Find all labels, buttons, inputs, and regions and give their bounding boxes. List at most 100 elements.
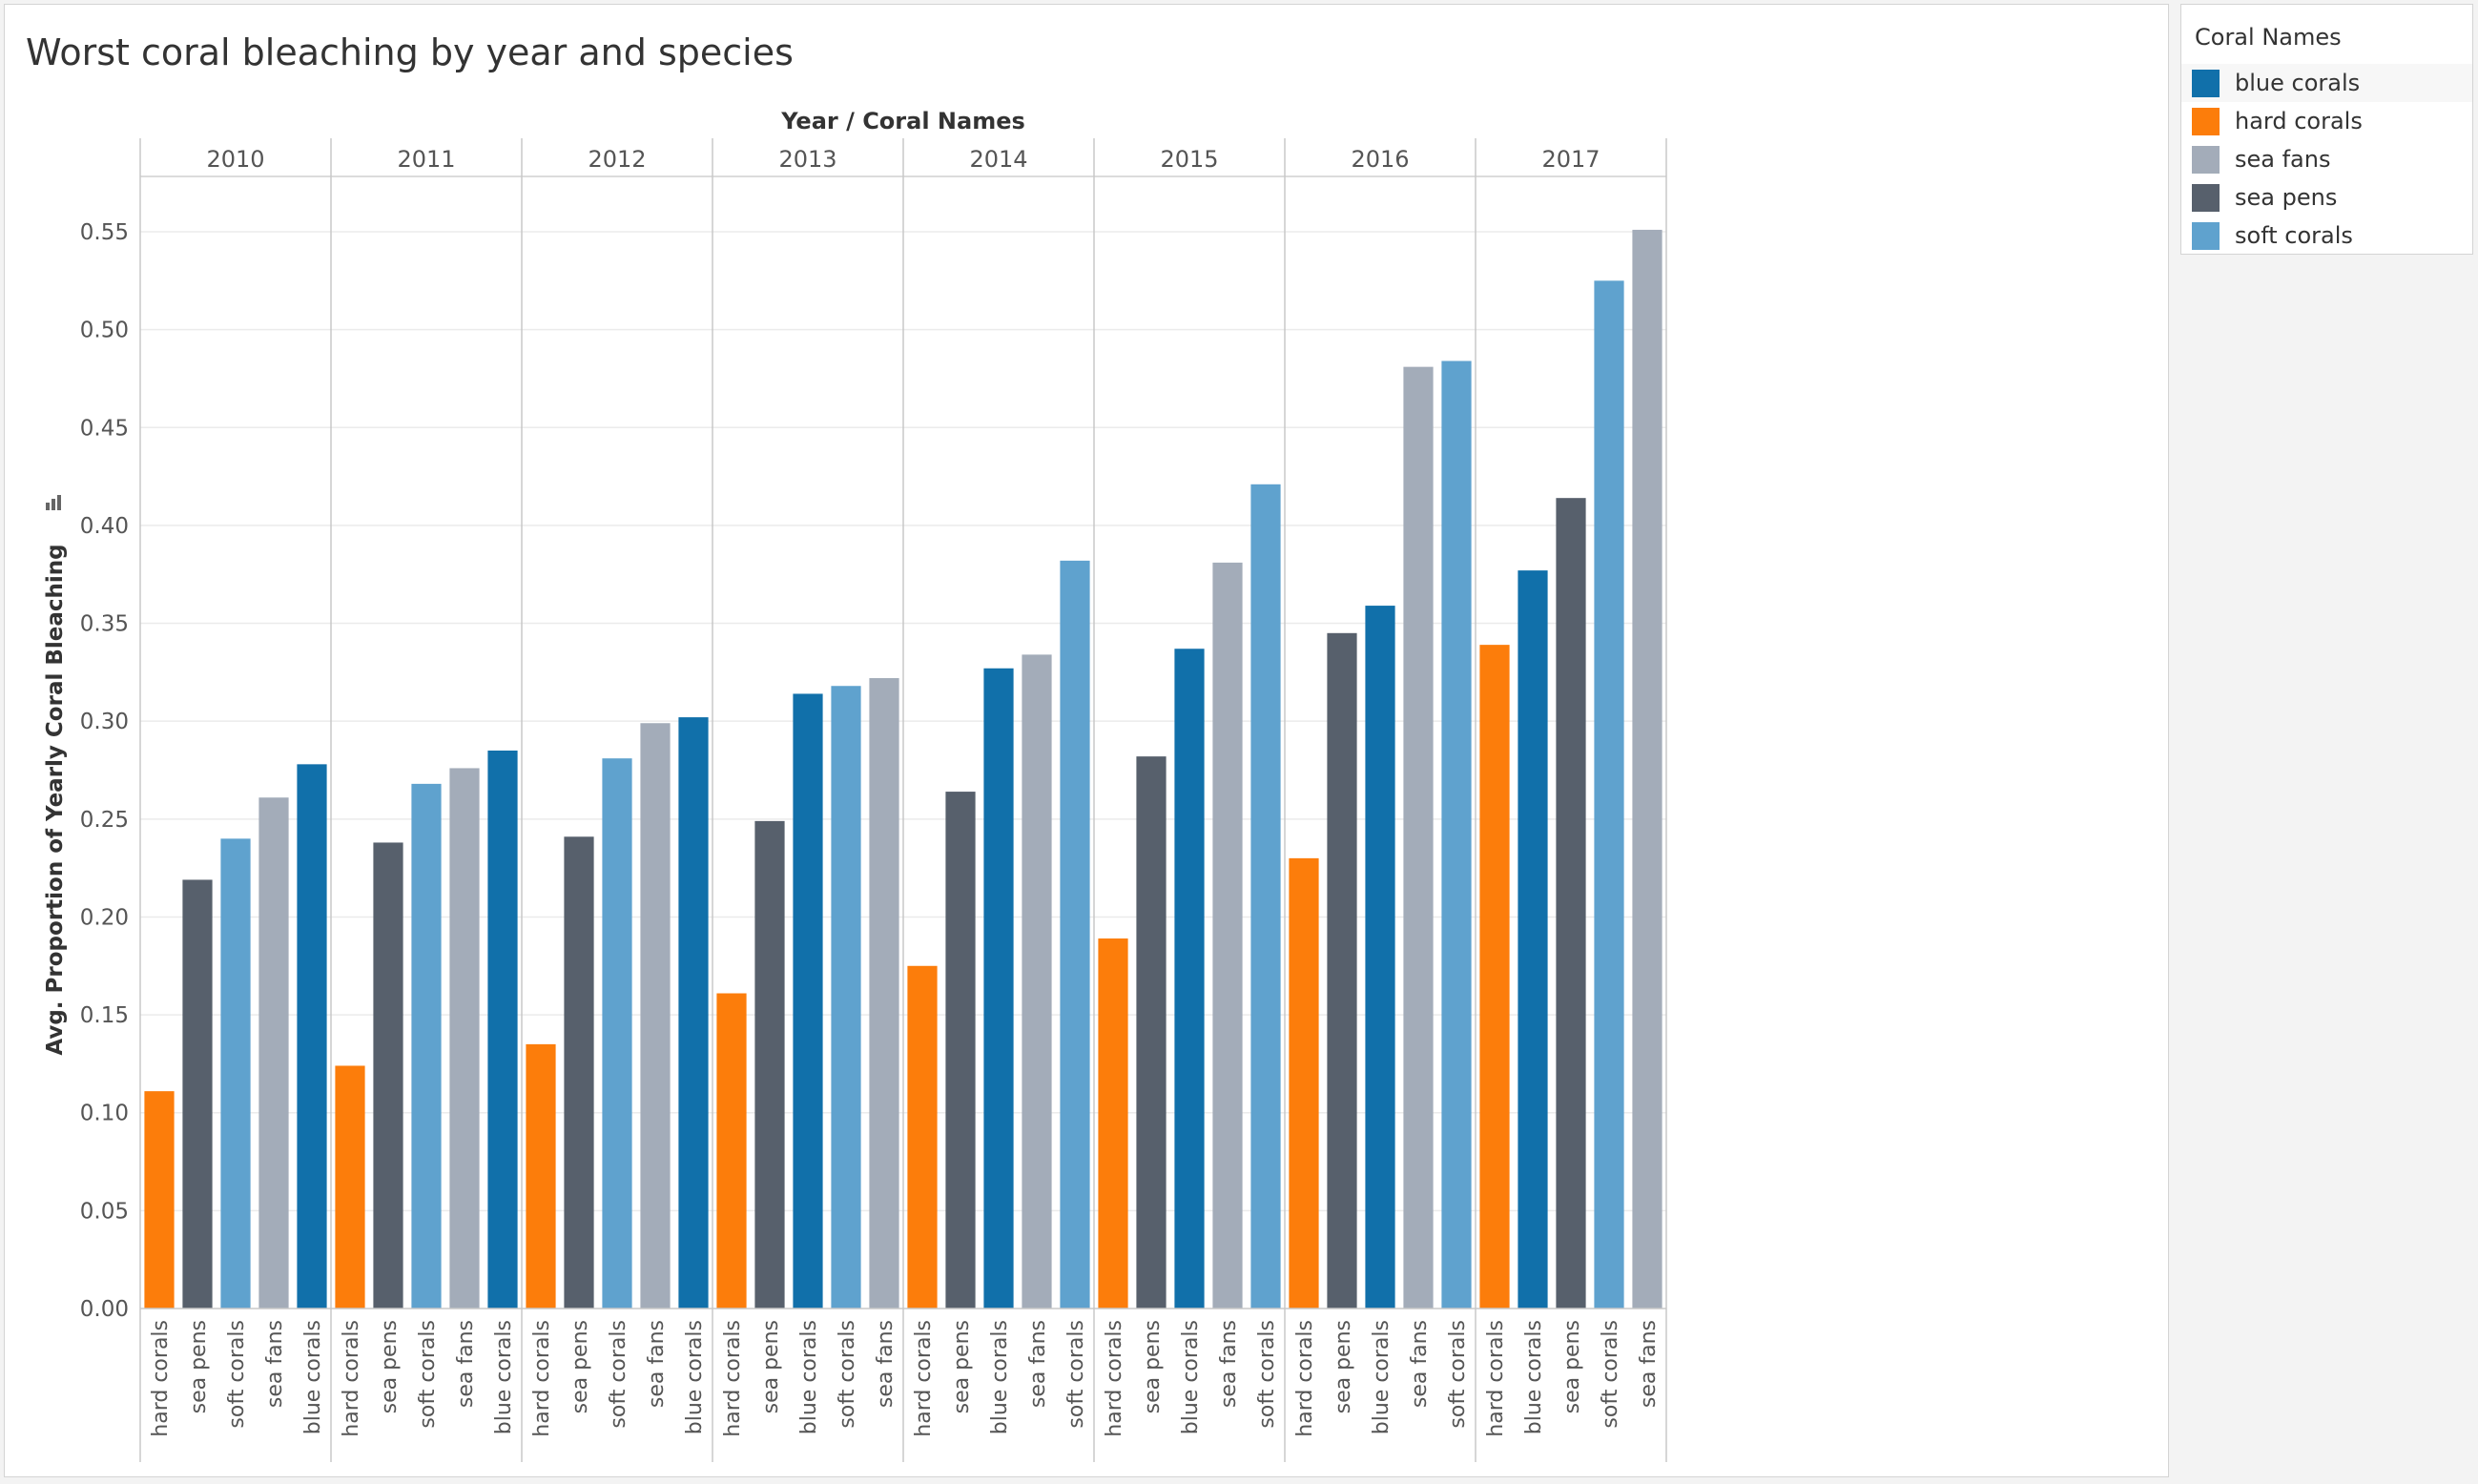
bar-2013-sea-pens	[754, 820, 785, 1309]
visualization-panel: Worst coral bleaching by year and specie…	[4, 4, 2169, 1477]
bar-2010-sea-pens	[182, 879, 213, 1309]
legend-list: blue corals hard corals sea fans sea pen…	[2181, 64, 2472, 255]
legend-swatch	[2192, 69, 2220, 97]
y-tick-label: 0.30	[80, 710, 129, 734]
legend-item-soft-corals[interactable]: soft corals	[2181, 216, 2472, 255]
x-tick-label: soft corals	[1064, 1320, 1088, 1429]
bar-2010-soft-corals	[220, 838, 251, 1309]
bar-chart: 0.00 0.05 0.10 0.15 0.20 0.25 0.30 0.35 0.40 0.45…	[43, 108, 1667, 1462]
bar-2010-hard-corals	[144, 1091, 175, 1309]
legend-swatch	[2192, 145, 2220, 174]
legend-item-hard-corals[interactable]: hard corals	[2181, 102, 2472, 140]
x-tick-label: hard corals	[912, 1320, 936, 1437]
sort-icon	[52, 499, 55, 510]
x-tick-label: soft corals	[836, 1320, 859, 1429]
x-tick-label: hard corals	[530, 1320, 554, 1437]
bar-2012-hard-corals	[526, 1043, 556, 1309]
y-tick-label: 0.25	[80, 808, 129, 833]
bar-2013-soft-corals	[831, 686, 861, 1309]
x-tick-label: sea pens	[759, 1320, 783, 1413]
x-tick-label: sea pens	[568, 1320, 592, 1413]
x-tick-label: soft corals	[607, 1320, 630, 1429]
x-tick-label: hard corals	[1484, 1320, 1508, 1437]
x-tick-label: soft corals	[416, 1320, 440, 1429]
legend-label: hard corals	[2235, 108, 2363, 134]
legend-label: soft corals	[2235, 222, 2353, 249]
bar-2016-sea-fans	[1403, 366, 1434, 1309]
chart-title: Worst coral bleaching by year and specie…	[26, 31, 794, 73]
bar-2014-blue-corals	[983, 668, 1014, 1309]
year-header-2010: 2010	[206, 146, 264, 173]
bar-2017-sea-pens	[1556, 498, 1586, 1309]
x-tick-label: blue corals	[1179, 1320, 1203, 1434]
x-tick-label: sea pens	[378, 1320, 402, 1413]
legend-item-blue-corals[interactable]: blue corals	[2181, 64, 2472, 102]
y-tick-label: 0.50	[80, 319, 129, 343]
bar-2013-sea-fans	[869, 678, 899, 1309]
x-tick-label: blue corals	[492, 1320, 516, 1434]
year-header-2013: 2013	[778, 146, 836, 173]
x-tick-label: sea fans	[263, 1320, 287, 1408]
bar-2011-sea-fans	[449, 768, 480, 1309]
x-tick-label: soft corals	[1599, 1320, 1622, 1429]
bar-2011-blue-corals	[487, 750, 518, 1309]
year-header-2017: 2017	[1541, 146, 1600, 173]
sort-icon	[57, 495, 61, 510]
year-header-2016: 2016	[1351, 146, 1409, 173]
x-tick-label: sea fans	[874, 1320, 898, 1408]
y-tick-label: 0.10	[80, 1102, 129, 1126]
x-tick-label: sea pens	[187, 1320, 211, 1413]
year-header-2014: 2014	[969, 146, 1027, 173]
legend-item-sea-fans[interactable]: sea fans	[2181, 140, 2472, 178]
x-tick-label: soft corals	[1255, 1320, 1279, 1429]
bar-2012-sea-fans	[640, 723, 671, 1309]
x-tick-label: blue corals	[988, 1320, 1012, 1434]
bar-2011-soft-corals	[411, 783, 442, 1309]
bar-2012-soft-corals	[602, 758, 632, 1309]
legend-title: Coral Names	[2195, 24, 2342, 51]
bar-2013-blue-corals	[793, 693, 823, 1309]
x-tick-label: hard corals	[721, 1320, 745, 1437]
x-tick-label: hard corals	[1293, 1320, 1317, 1437]
x-tick-label: soft corals	[225, 1320, 249, 1429]
bar-2012-blue-corals	[678, 717, 709, 1309]
bar-2012-sea-pens	[564, 836, 594, 1309]
year-header-2015: 2015	[1160, 146, 1218, 173]
legend-panel: Coral Names blue corals hard corals sea …	[2180, 4, 2473, 255]
x-tick-label: sea pens	[1560, 1320, 1584, 1413]
y-tick-label: 0.45	[80, 416, 129, 441]
x-axis-label: Year / Coral Names	[780, 108, 1025, 134]
legend-item-sea-pens[interactable]: sea pens	[2181, 178, 2472, 216]
bar-2016-sea-pens	[1327, 632, 1357, 1309]
y-tick-label: 0.05	[80, 1199, 129, 1224]
bar-2015-hard-corals	[1098, 938, 1128, 1309]
x-tick-label: sea fans	[1026, 1320, 1050, 1408]
sort-icon	[46, 503, 50, 510]
bar-2017-hard-corals	[1479, 645, 1510, 1309]
x-tick-label: sea pens	[950, 1320, 974, 1413]
x-tick-label: sea fans	[454, 1320, 478, 1408]
y-axis-label: Avg. Proportion of Yearly Coral Bleachin…	[43, 544, 68, 1055]
bar-2017-soft-corals	[1594, 280, 1624, 1309]
bar-2016-hard-corals	[1289, 857, 1319, 1309]
y-tick-label: 0.35	[80, 612, 129, 637]
legend-swatch	[2192, 221, 2220, 250]
x-tick-label: hard corals	[149, 1320, 173, 1437]
x-tick-label: blue corals	[797, 1320, 821, 1434]
x-tick-label: soft corals	[1446, 1320, 1470, 1429]
bar-2014-sea-pens	[945, 792, 976, 1309]
x-tick-label: sea fans	[1408, 1320, 1432, 1408]
bar-2017-blue-corals	[1518, 570, 1548, 1309]
bar-2015-soft-corals	[1250, 484, 1281, 1309]
bar-2015-sea-fans	[1212, 562, 1243, 1309]
legend-label: sea pens	[2235, 184, 2338, 211]
x-tick-label: sea fans	[1637, 1320, 1661, 1408]
x-tick-label: blue corals	[1522, 1320, 1546, 1434]
y-tick-label: 0.00	[80, 1297, 129, 1322]
year-header-2011: 2011	[397, 146, 455, 173]
x-tick-label: sea fans	[645, 1320, 669, 1408]
x-tick-label: hard corals	[340, 1320, 363, 1437]
bar-2013-hard-corals	[716, 993, 747, 1309]
bar-2011-hard-corals	[335, 1065, 365, 1309]
bar-2017-sea-fans	[1632, 229, 1662, 1309]
